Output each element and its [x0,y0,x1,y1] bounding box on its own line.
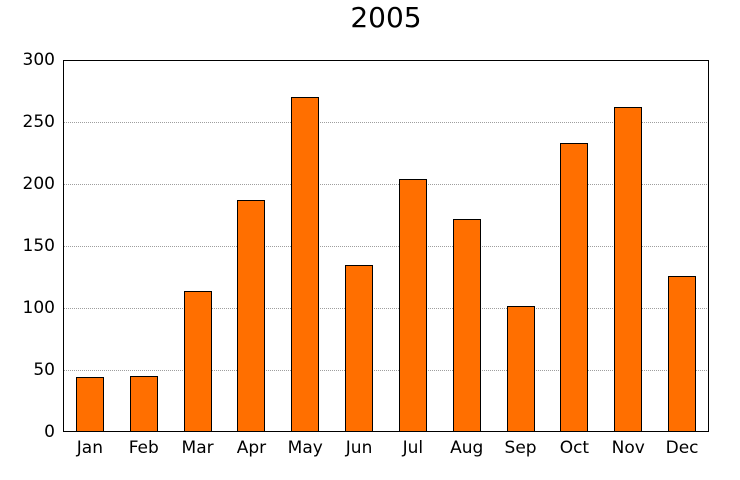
bar-aug [452,218,481,432]
gridline [63,307,709,309]
gridline [63,183,709,185]
bar-jan [75,377,104,432]
x-tick-label: Oct [559,438,590,458]
y-tick-label: 250 [22,112,55,132]
chart-title: 2005 [350,1,422,34]
gridline [63,245,709,247]
x-tick-label: Nov [611,438,645,458]
y-tick-label: 50 [33,360,55,380]
bar-jun [345,264,374,432]
gridline [63,121,709,123]
y-tick-label: 0 [44,422,55,442]
y-tick-label: 200 [22,174,55,194]
x-tick-label: Jul [402,438,424,458]
bar-feb [129,376,158,432]
bar-may [291,97,320,432]
bar-apr [237,200,266,432]
bar-sep [506,305,535,432]
x-tick-label: Feb [128,438,159,458]
bar-jul [398,179,427,432]
x-tick-label: Jan [76,438,104,458]
bar-mar [183,290,212,432]
x-tick-label: Dec [665,438,699,458]
bar-dec [668,275,697,432]
y-tick-label: 100 [22,298,55,318]
x-tick-label: Jun [345,438,373,458]
gridline [63,369,709,371]
x-tick-label: May [287,438,323,458]
bar-oct [560,143,589,432]
x-tick-label: Apr [236,438,267,458]
bar-nov [614,107,643,432]
y-tick-label: 150 [22,236,55,256]
x-tick-label: Mar [181,438,214,458]
x-tick-label: Sep [504,438,537,458]
y-tick-label: 300 [22,50,55,70]
x-tick-label: Aug [450,438,484,458]
